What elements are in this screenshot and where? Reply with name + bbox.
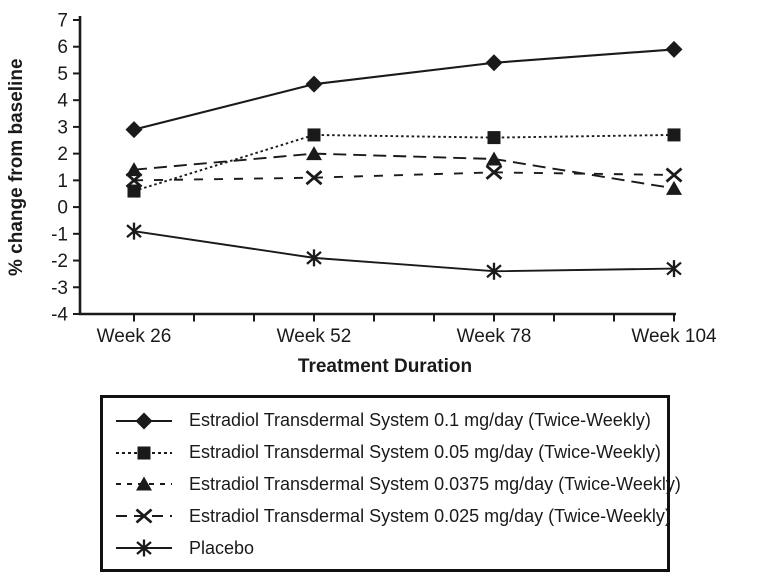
- diamond-marker-icon: [665, 40, 683, 58]
- triangle-marker-icon: [306, 146, 322, 161]
- series-line-0: [133, 48, 675, 131]
- asterisk-marker-icon: [486, 262, 502, 280]
- legend-line-sample: [116, 446, 172, 460]
- chart-legend: Estradiol Transdermal System 0.1 mg/day …: [100, 395, 681, 572]
- x-axis-title: Treatment Duration: [297, 356, 473, 377]
- series-line-4: [133, 230, 675, 273]
- x-marker-icon: [665, 167, 683, 183]
- asterisk-marker-icon: [126, 222, 142, 240]
- triangle-marker-icon: [126, 162, 142, 177]
- x-tick-label: Week 104: [631, 326, 717, 347]
- x-marker-icon: [125, 172, 143, 188]
- series-line-2: [133, 152, 675, 190]
- y-tick-label: 6: [57, 37, 68, 58]
- legend-item-1: Estradiol Transdermal System 0.05 mg/day…: [115, 437, 661, 469]
- x-tick-label: Week 26: [97, 326, 172, 347]
- x-marker-icon: [305, 170, 323, 186]
- y-axis-title: % change from baseline: [6, 58, 27, 276]
- asterisk-marker-icon: [666, 260, 682, 278]
- legend-label: Estradiol Transdermal System 0.025 mg/da…: [189, 505, 671, 526]
- y-tick-label: -1: [51, 224, 68, 245]
- y-tick-label: 3: [57, 117, 68, 138]
- square-marker-icon: [667, 128, 681, 142]
- x-tick-label: Week 52: [277, 326, 352, 347]
- y-tick-label: 4: [57, 91, 68, 112]
- y-tick-label: -3: [51, 278, 68, 299]
- y-tick-label: -2: [51, 251, 68, 272]
- y-tick-label: 2: [57, 144, 68, 165]
- legend-label: Estradiol Transdermal System 0.0375 mg/d…: [189, 473, 681, 494]
- legend-item-0: Estradiol Transdermal System 0.1 mg/day …: [115, 405, 659, 437]
- legend-line-sample: [116, 508, 172, 524]
- legend-label: Estradiol Transdermal System 0.1 mg/day …: [189, 410, 651, 431]
- diamond-marker-icon: [305, 75, 323, 93]
- y-tick-label: 7: [57, 11, 68, 32]
- legend-line-sample: [116, 476, 172, 491]
- legend-label: Estradiol Transdermal System 0.05 mg/day…: [189, 442, 661, 463]
- diamond-marker-icon: [485, 54, 503, 72]
- legend-line-sample: [116, 412, 172, 430]
- y-tick-label: 0: [57, 198, 68, 219]
- legend-item-3: Estradiol Transdermal System 0.025 mg/da…: [115, 500, 671, 532]
- x-marker-icon: [135, 508, 153, 524]
- square-marker-icon: [487, 131, 501, 145]
- triangle-marker-icon: [136, 476, 152, 491]
- asterisk-marker-icon: [136, 539, 152, 557]
- diamond-marker-icon: [135, 412, 153, 430]
- legend-item-4: Placebo: [115, 532, 659, 564]
- diamond-marker-icon: [125, 121, 143, 139]
- square-marker-icon: [137, 446, 151, 460]
- legend-label: Placebo: [189, 537, 255, 558]
- y-tick-label: 5: [57, 64, 68, 85]
- legend-line-sample: [116, 539, 172, 557]
- triangle-marker-icon: [666, 180, 682, 195]
- square-marker-icon: [127, 184, 141, 198]
- triangle-marker-icon: [486, 151, 502, 166]
- asterisk-marker-icon: [306, 249, 322, 267]
- series-line-3: [133, 171, 675, 182]
- x-tick-label: Week 78: [457, 326, 532, 347]
- square-marker-icon: [307, 128, 321, 142]
- legend-item-2: Estradiol Transdermal System 0.0375 mg/d…: [115, 469, 681, 501]
- y-tick-label: 1: [57, 171, 68, 192]
- line-chart-plot-area: 7 6 5 4 3 2 1 0 -1 -2 -3 -4 Week 26 Week 52 Week 78 Wee…: [51, 11, 717, 348]
- x-marker-icon: [485, 164, 503, 180]
- y-tick-label: -4: [51, 305, 68, 326]
